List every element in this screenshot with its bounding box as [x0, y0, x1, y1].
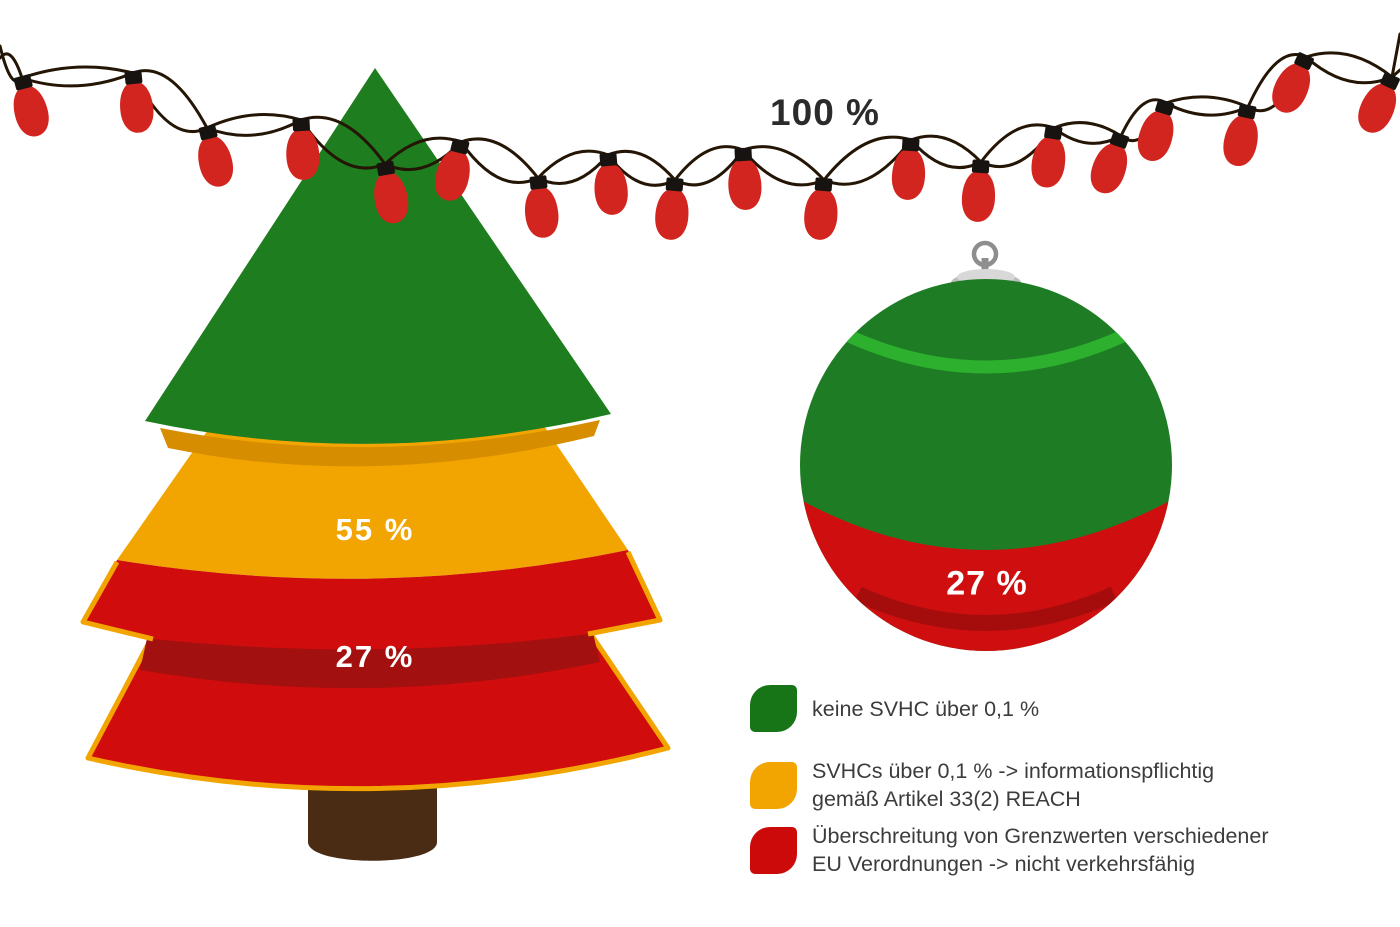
light-bulb: [591, 151, 630, 217]
tree-tier-red-upper-outline-right: [587, 550, 663, 637]
legend-item-yellow: SVHCs über 0,1 % -> informationspflichti…: [750, 757, 1214, 813]
ornament-red-label: 27 %: [946, 564, 1028, 603]
legend-swatch-green: [750, 685, 797, 732]
light-bulb: [1265, 48, 1322, 119]
tree-tier-red-lower-outline: [85, 628, 671, 792]
legend-swatch-yellow: [750, 761, 797, 809]
tree-tier-yellow-shadow-band: [160, 420, 600, 467]
ornament: [800, 240, 1172, 651]
tree-red-tier-label: 27 %: [335, 639, 415, 674]
legend-label-yellow: SVHCs über 0,1 % -> informationspflichti…: [812, 757, 1214, 813]
tree-top-green: [145, 68, 611, 444]
legend-item-green: keine SVHC über 0,1 %: [750, 685, 1039, 732]
tree-tier-red-upper: [83, 550, 660, 650]
light-bulb: [116, 69, 156, 135]
tree-tier-red-upper-outline-left: [80, 560, 154, 642]
tree-yellow-tier-label: 55 %: [335, 512, 415, 547]
total-percentage-label: 100 %: [770, 92, 880, 133]
legend-label-yellow-line1: SVHCs über 0,1 % -> informationspflichti…: [812, 759, 1215, 783]
legend-label-red-line1: Überschreitung von Grenzwerten verschied…: [812, 824, 1269, 848]
light-bulb: [802, 176, 841, 242]
ornament-red-shadow-band: [854, 586, 1118, 631]
light-bulb: [890, 136, 928, 202]
legend-swatch-red: [750, 826, 797, 874]
legend-item-red: Überschreitung von Grenzwerten verschied…: [750, 822, 1269, 878]
legend-label-green-line1: keine SVHC über 0,1 %: [812, 696, 1040, 721]
light-bulb: [5, 71, 54, 141]
legend-label-green: keine SVHC über 0,1 %: [812, 695, 1039, 723]
legend-label-red: Überschreitung von Grenzwerten verschied…: [812, 822, 1269, 878]
legend-label-yellow-line2: gemäß Artikel 33(2) REACH: [812, 787, 1081, 811]
tree-trunk: [308, 772, 437, 861]
light-bulb: [726, 147, 763, 211]
ornament-green-highlight-band: [846, 330, 1126, 374]
light-bulb: [1351, 68, 1400, 139]
legend-label-red-line2: EU Verordnungen -> nicht verkehrsfähig: [812, 852, 1196, 876]
